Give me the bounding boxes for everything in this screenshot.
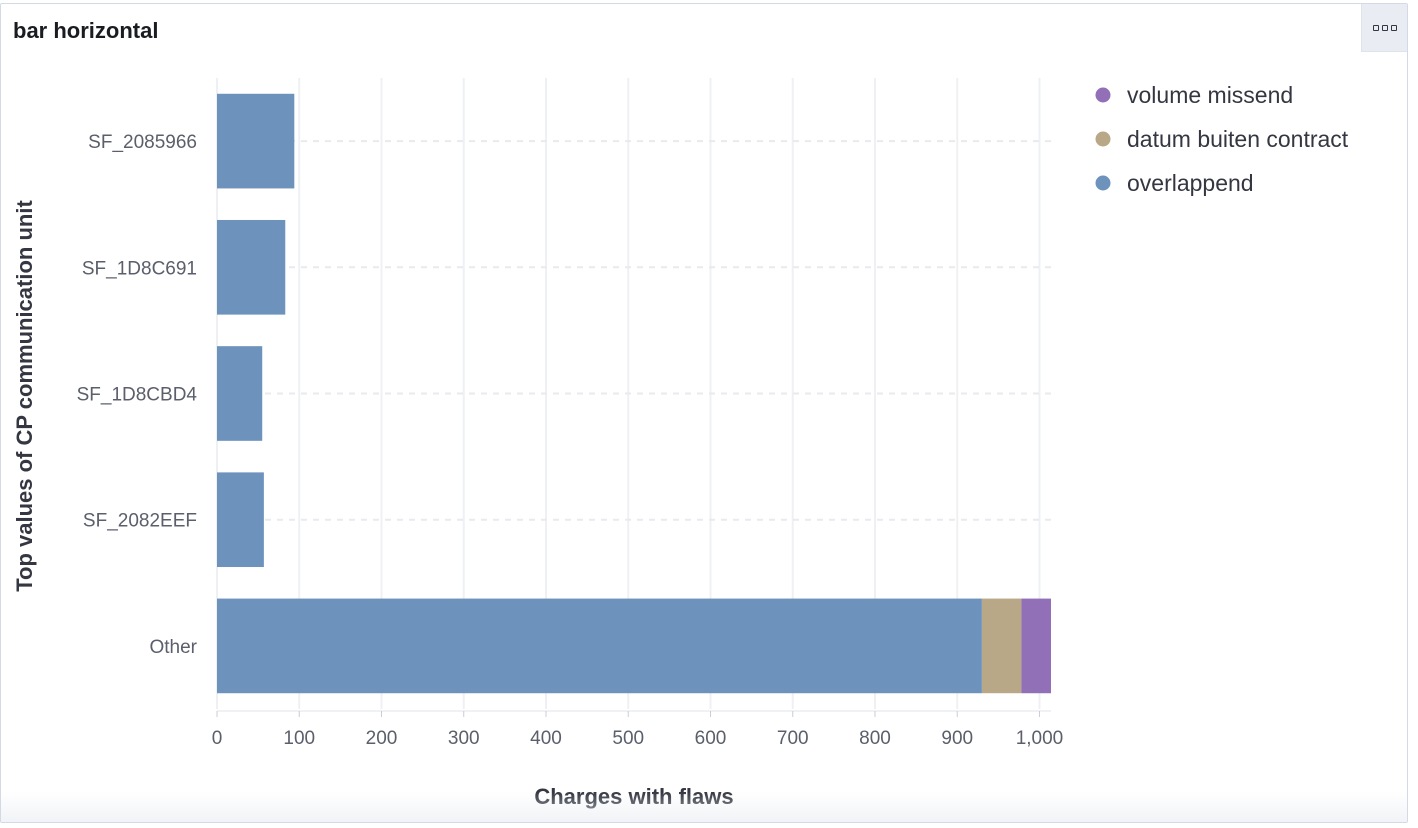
x-tick-label: 0	[212, 728, 223, 749]
legend-label: overlappend	[1127, 170, 1254, 196]
options-menu-button[interactable]	[1361, 4, 1407, 52]
x-tick-label: 700	[777, 728, 809, 749]
y-axis-title: Top values of CP communication unit	[12, 200, 37, 592]
bar-chart: SF_2085966 SF_1D8C691 SF_1D8CBD4 SF_2082EEF…	[12, 78, 1349, 809]
options-menu-icon	[1381, 24, 1388, 31]
legend-label: volume missend	[1127, 82, 1293, 108]
legend-item[interactable]: volume missend	[1095, 82, 1294, 108]
y-tick-label: SF_1D8CBD4	[77, 385, 198, 406]
x-tick-label: 200	[366, 728, 398, 749]
x-tick-label: 800	[859, 728, 891, 749]
legend-swatch	[1095, 175, 1111, 191]
bar-segment[interactable]	[217, 219, 286, 315]
x-tick-label: 900	[941, 728, 973, 749]
legend-item[interactable]: overlappend	[1095, 170, 1254, 196]
x-tick-label: 1,000	[1016, 728, 1064, 749]
y-tick-label: SF_1D8C691	[82, 258, 197, 279]
bar-segment[interactable]	[217, 93, 295, 189]
legend-swatch	[1095, 131, 1111, 147]
options-menu-icon	[1390, 24, 1397, 31]
x-tick-label: 600	[695, 728, 727, 749]
y-tick-label: SF_2085966	[88, 132, 197, 153]
x-tick-label: 300	[448, 728, 480, 749]
bar-segment[interactable]	[217, 472, 264, 568]
x-axis-title: Charges with flaws	[534, 784, 733, 809]
x-tick-label: 400	[530, 728, 562, 749]
x-tick-label: 100	[283, 728, 315, 749]
bar-segment[interactable]	[1021, 598, 1051, 694]
x-tick-label: 500	[612, 728, 644, 749]
bar-segment[interactable]	[217, 598, 982, 694]
options-menu-icon	[1372, 24, 1379, 31]
axes: SF_2085966 SF_1D8C691 SF_1D8CBD4 SF_2082EEF…	[77, 132, 1064, 749]
legend-swatch	[1095, 87, 1111, 103]
bars	[217, 93, 1051, 694]
y-tick-label: Other	[149, 637, 197, 658]
y-tick-label: SF_2082EEF	[83, 511, 197, 532]
bar-segment[interactable]	[217, 346, 263, 441]
legend-item[interactable]: datum buiten contract	[1095, 126, 1349, 152]
visualization-panel: bar horizontal SF_2085966 SF_1D8C691 SF_1D…	[0, 3, 1408, 823]
legend-label: datum buiten contract	[1127, 126, 1349, 152]
bar-segment[interactable]	[981, 598, 1022, 694]
panel-title: bar horizontal	[13, 18, 159, 43]
legend: volume missend datum buiten contract overl…	[1095, 82, 1349, 196]
